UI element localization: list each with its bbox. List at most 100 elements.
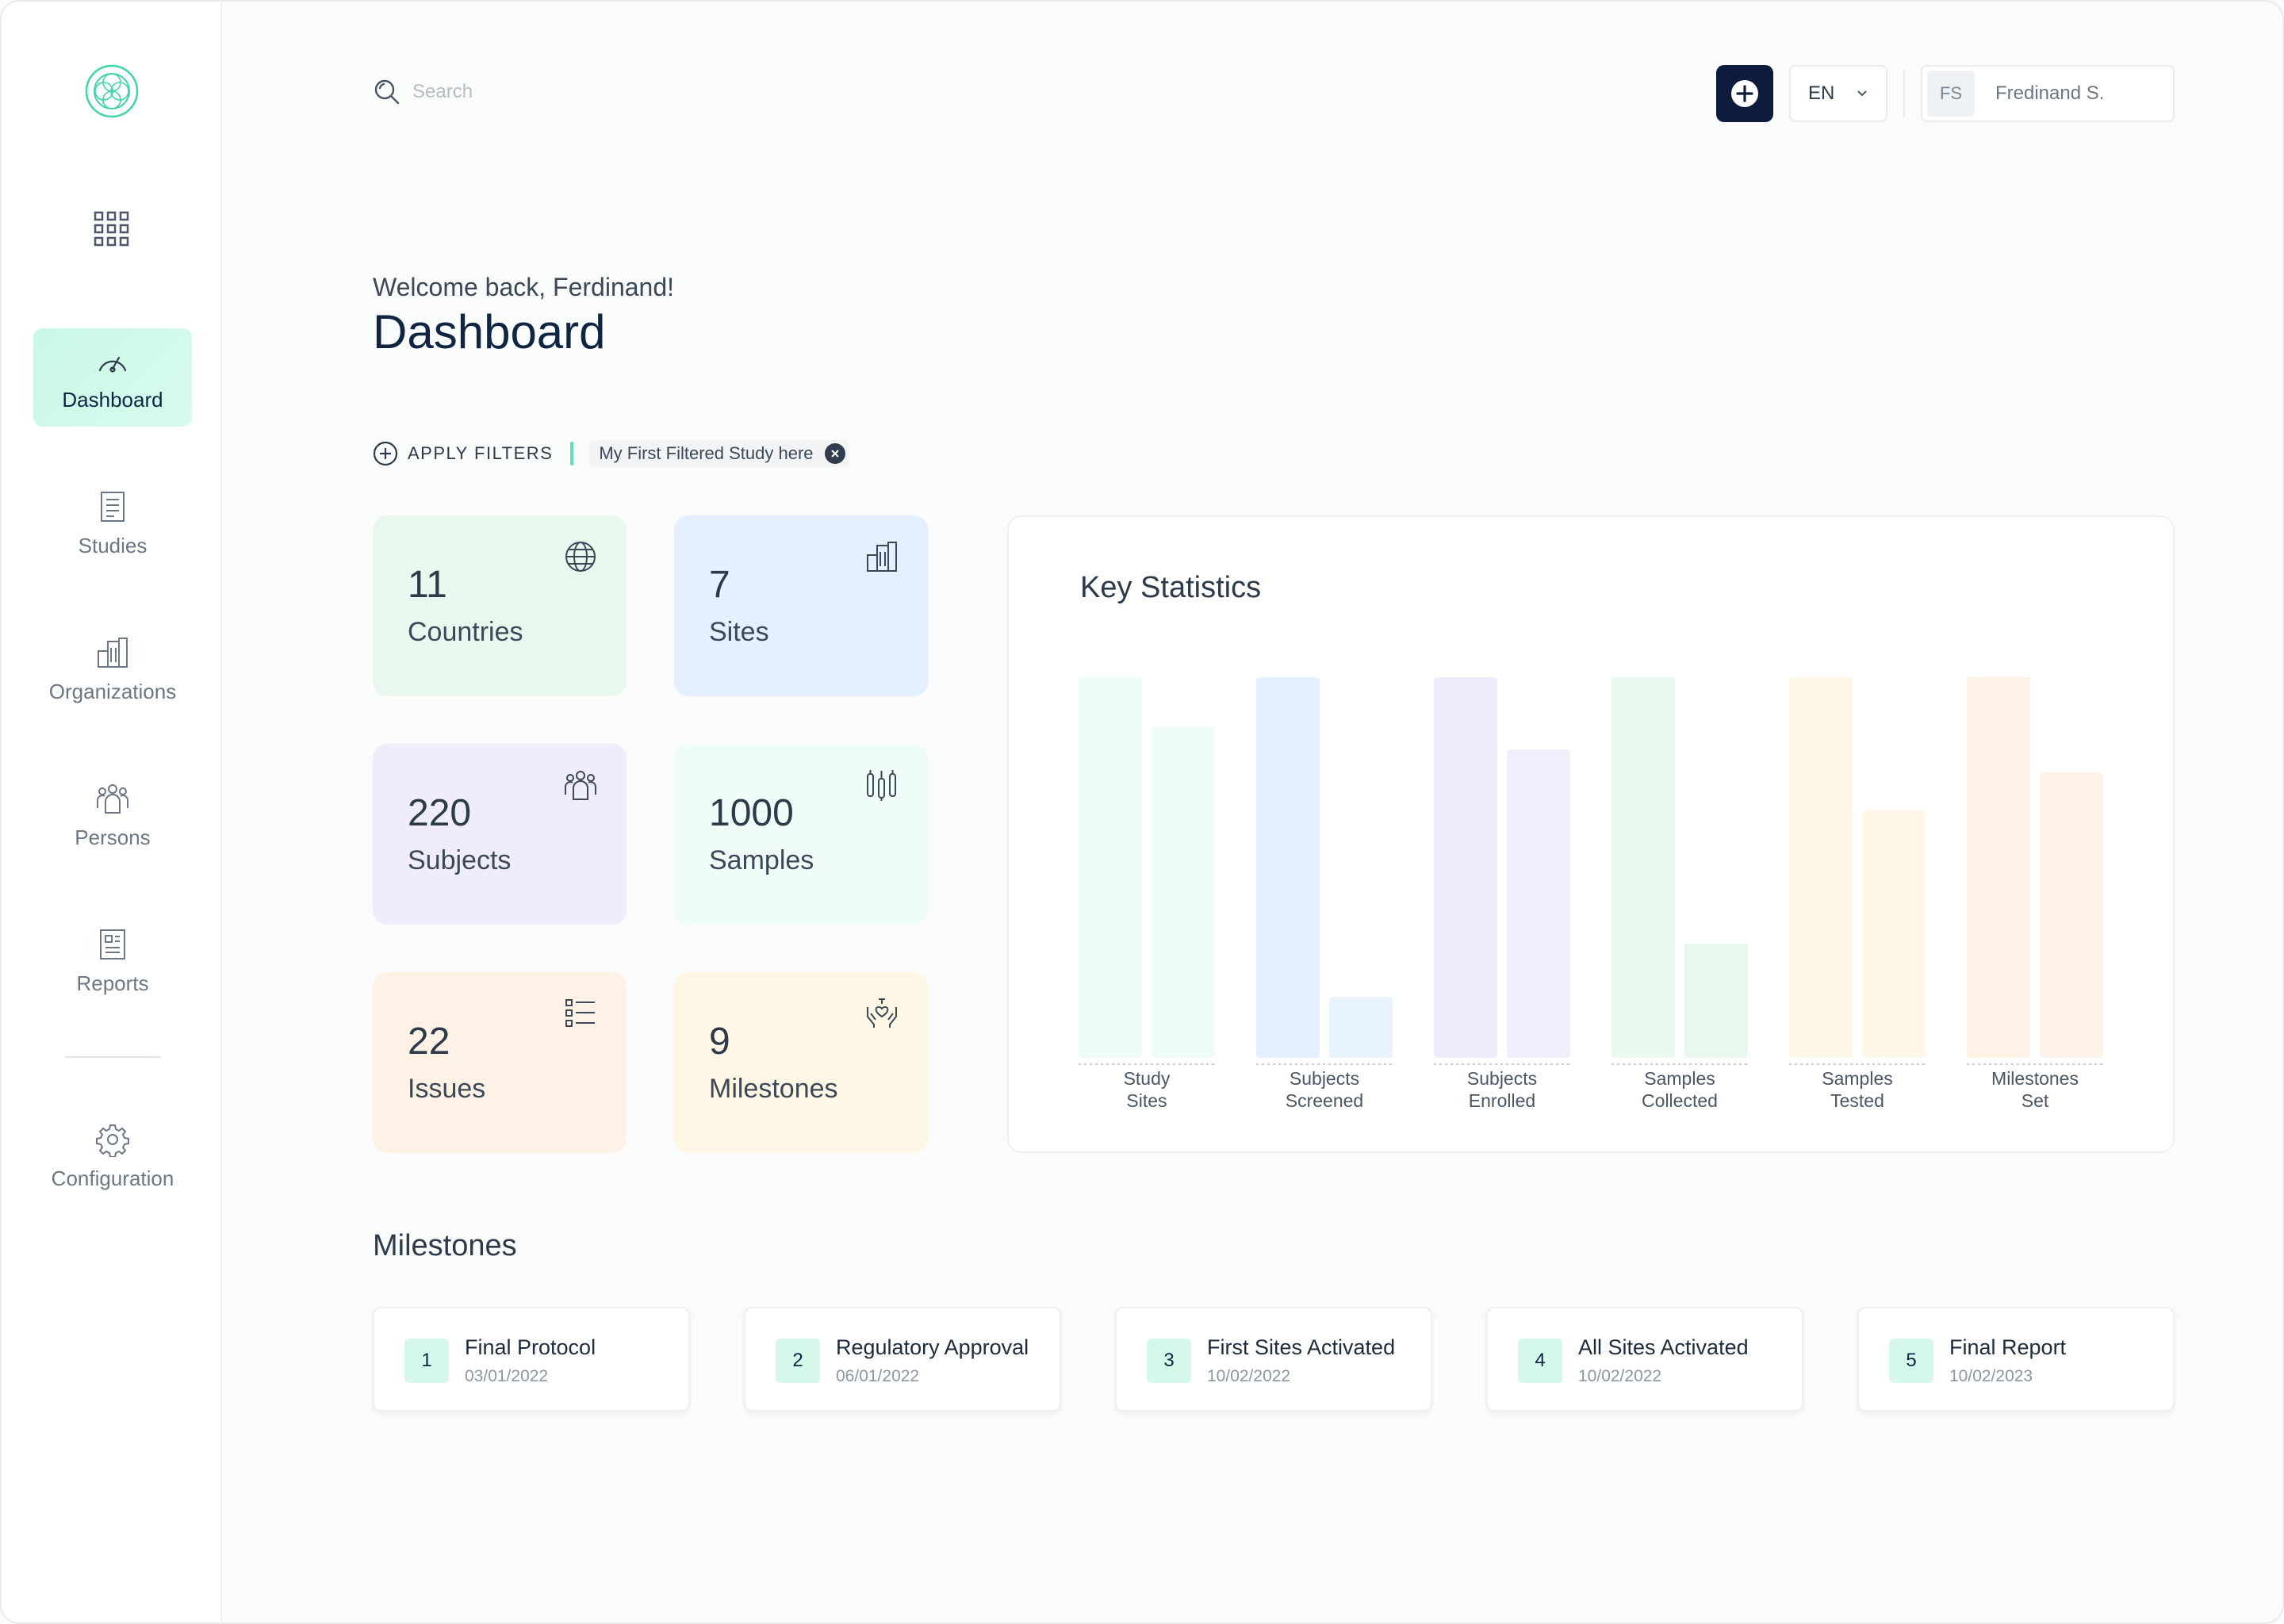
sidebar-item-persons[interactable]: Persons [33, 766, 192, 864]
chart-x-tick-label: Samples Tested [1822, 1068, 1893, 1111]
page-title: Dashboard [373, 305, 606, 358]
chart-bar[interactable] [1684, 944, 1748, 1058]
chart-title: Key Statistics [1080, 571, 1262, 604]
test-tubes-icon [867, 770, 896, 801]
close-icon [830, 450, 839, 458]
stat-card-issues[interactable]: 22 Issues [373, 972, 627, 1153]
sidebar-item-configuration[interactable]: Configuration [33, 1107, 192, 1205]
plus-circle-icon [1731, 80, 1758, 107]
gear-icon [96, 1124, 129, 1157]
stat-value: 7 [709, 564, 730, 606]
chart-x-tick-label: Study Sites [1123, 1068, 1171, 1111]
milestone-date: 10/02/2022 [1578, 1367, 1662, 1385]
building-icon [98, 637, 128, 668]
chart-x-tick-label: Samples Collected [1642, 1068, 1718, 1111]
people-icon [565, 771, 596, 800]
list-icon [565, 999, 595, 1027]
stat-value: 22 [408, 1021, 450, 1063]
milestone-card[interactable]: 3 First Sites Activated 10/02/2022 [1115, 1307, 1432, 1411]
milestone-name: Final Report [1949, 1335, 2067, 1359]
chart-bar[interactable] [1256, 677, 1320, 1058]
sidebar-item-label: Studies [78, 533, 148, 557]
apply-filters-label: APPLY FILTERS [408, 443, 554, 463]
chart-bar[interactable] [1434, 677, 1497, 1058]
stat-value: 11 [408, 564, 447, 606]
sidebar-item-dashboard[interactable]: Dashboard [33, 328, 192, 427]
search-bar [373, 78, 650, 106]
stat-label: Samples [709, 845, 814, 875]
filter-bar: APPLY FILTERS My First Filtered Study he… [373, 440, 849, 467]
milestone-name: Final Protocol [465, 1335, 596, 1359]
globe-icon [565, 542, 596, 572]
language-select[interactable]: EN [1789, 65, 1887, 122]
stat-label: Subjects [408, 845, 512, 875]
stat-card-samples[interactable]: 1000 Samples [674, 744, 928, 925]
chart-bar[interactable] [1789, 677, 1853, 1058]
stat-card-sites[interactable]: 7 Sites [674, 515, 928, 696]
search-input[interactable] [412, 81, 650, 103]
sidebar-item-studies[interactable]: Studies [33, 474, 192, 573]
remove-filter-button[interactable] [824, 443, 845, 464]
sidebar: Dashboard Studies Organizations [2, 2, 222, 1622]
sidebar-item-label: Configuration [51, 1166, 174, 1190]
chart-bar[interactable] [1967, 677, 2030, 1058]
milestones-title: Milestones [373, 1229, 517, 1262]
stat-card-subjects[interactable]: 220 Subjects [373, 744, 627, 925]
chevron-down-icon [1857, 90, 1867, 97]
sidebar-divider [65, 1056, 160, 1058]
milestone-number: 1 [404, 1339, 449, 1383]
sidebar-item-label: Persons [75, 825, 151, 849]
stat-value: 9 [709, 1021, 730, 1063]
milestone-date: 06/01/2022 [836, 1367, 920, 1385]
sidebar-item-organizations[interactable]: Organizations [33, 620, 192, 718]
sidebar-item-reports[interactable]: Reports [33, 912, 192, 1010]
filter-chip[interactable]: My First Filtered Study here [589, 440, 849, 467]
chart-bar[interactable] [1862, 810, 1926, 1058]
milestone-name: Regulatory Approval [836, 1335, 1029, 1359]
milestone-card[interactable]: 4 All Sites Activated 10/02/2022 [1486, 1307, 1803, 1411]
hands-heart-icon [867, 998, 897, 1028]
milestone-date: 10/02/2022 [1207, 1367, 1291, 1385]
chart-bar[interactable] [2040, 772, 2103, 1058]
milestone-number: 4 [1518, 1339, 1562, 1383]
apps-grid-icon[interactable] [94, 211, 130, 247]
milestone-card[interactable]: 1 Final Protocol 03/01/2022 [373, 1307, 690, 1411]
apply-filters-button[interactable]: APPLY FILTERS [373, 441, 553, 466]
key-statistics-card: Key Statistics Study Sites Subjects Screene… [1007, 515, 2175, 1153]
milestone-name: First Sites Activated [1207, 1335, 1396, 1359]
add-button[interactable] [1716, 65, 1773, 122]
chart-bar[interactable] [1611, 677, 1675, 1058]
plus-circle-icon [373, 441, 398, 466]
milestone-number: 5 [1889, 1339, 1933, 1383]
stat-card-milestones[interactable]: 9 Milestones [674, 972, 928, 1153]
stat-card-countries[interactable]: 11 Countries [373, 515, 627, 696]
logo-icon[interactable] [84, 63, 140, 119]
stat-label: Sites [709, 617, 769, 647]
user-menu[interactable]: FS Fredinand S. [1921, 65, 2175, 122]
milestone-name: All Sites Activated [1578, 1335, 1749, 1359]
report-icon [100, 929, 125, 959]
filter-chip-label: My First Filtered Study here [599, 443, 814, 463]
language-value: EN [1808, 82, 1835, 104]
chart-bar[interactable] [1507, 749, 1570, 1058]
people-icon [97, 783, 128, 814]
sidebar-item-label: Reports [76, 971, 149, 995]
chart-bar[interactable] [1329, 997, 1393, 1058]
chart-bar[interactable] [1079, 677, 1142, 1058]
milestone-date: 10/02/2023 [1949, 1367, 2033, 1385]
avatar: FS [1927, 71, 1975, 117]
stat-label: Countries [408, 617, 523, 647]
toolbar-divider [1903, 70, 1905, 117]
welcome-message: Welcome back, Ferdinand! [373, 273, 675, 301]
milestone-card[interactable]: 5 Final Report 10/02/2023 [1857, 1307, 2175, 1411]
document-icon [101, 491, 125, 522]
filter-divider [570, 442, 574, 465]
user-name: Fredinand S. [1995, 82, 2105, 104]
milestone-number: 3 [1147, 1339, 1191, 1383]
sidebar-item-label: Organizations [48, 679, 177, 703]
chart-bar[interactable] [1152, 726, 1215, 1058]
stat-value: 220 [408, 792, 472, 834]
milestone-card[interactable]: 2 Regulatory Approval 06/01/2022 [744, 1307, 1061, 1411]
search-icon [374, 79, 400, 105]
